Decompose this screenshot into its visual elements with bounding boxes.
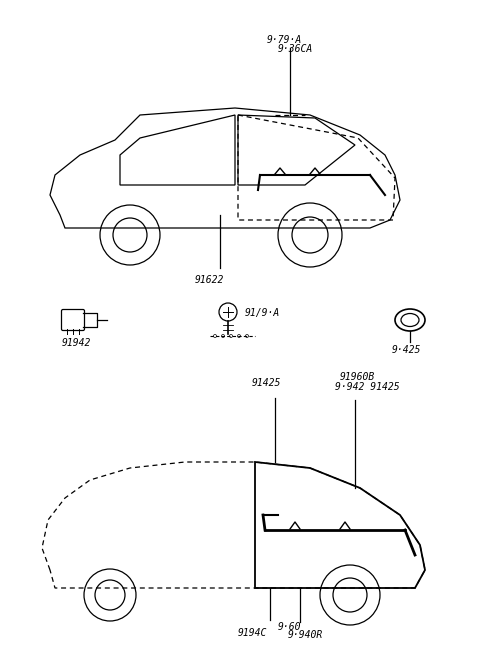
Text: 9·36CA: 9·36CA <box>278 44 313 54</box>
Text: 9·60: 9·60 <box>278 622 301 632</box>
Text: 91942: 91942 <box>62 338 91 348</box>
Text: 91/9·A: 91/9·A <box>245 308 280 318</box>
Text: 9·425: 9·425 <box>392 345 421 355</box>
Text: 91425: 91425 <box>252 378 281 388</box>
Text: 9·79·A: 9·79·A <box>267 35 302 45</box>
Text: 9·940R: 9·940R <box>288 630 323 640</box>
Text: 9194C: 9194C <box>238 628 267 638</box>
Text: 91622: 91622 <box>195 275 224 285</box>
Text: 9·942 91425: 9·942 91425 <box>335 382 400 392</box>
Text: 91960B: 91960B <box>340 372 375 382</box>
